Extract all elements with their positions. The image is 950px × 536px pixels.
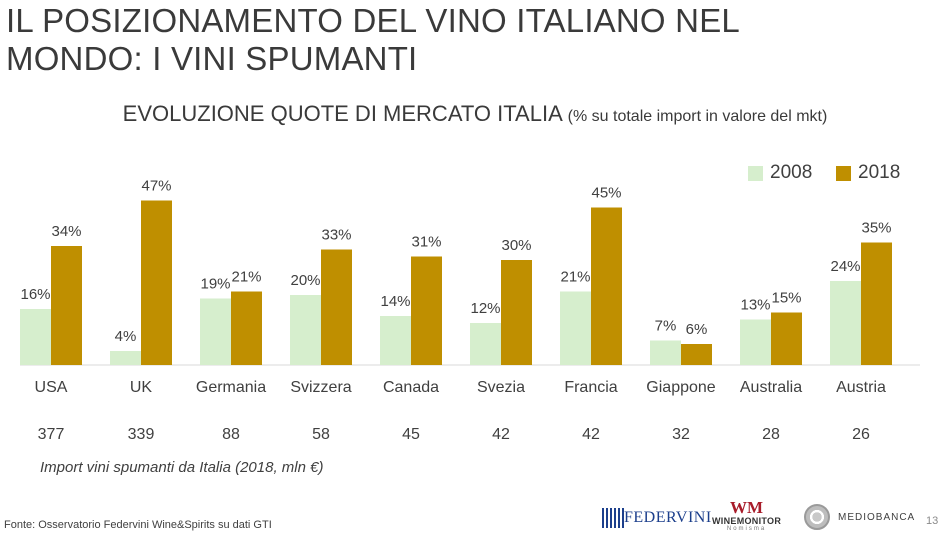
bar-2018-giappone xyxy=(681,344,712,365)
bar-2008-francia xyxy=(560,291,591,365)
data-label-2018-germania: 21% xyxy=(231,269,261,286)
bar-2018-francia xyxy=(591,207,622,365)
import-value-uk: 339 xyxy=(128,426,155,443)
data-label-2008-giappone: 7% xyxy=(655,318,677,335)
bar-2008-canada xyxy=(380,316,411,365)
bar-2008-svezia xyxy=(470,323,501,365)
legend-item-2008: 2008 xyxy=(748,162,812,184)
category-label-usa: USA xyxy=(35,379,68,396)
mediobanca-logo-text: MEDIOBANCA xyxy=(838,511,916,523)
legend-label-2018: 2018 xyxy=(858,162,901,183)
bar-2008-giappone xyxy=(650,340,681,365)
category-label-canada: Canada xyxy=(383,379,439,396)
data-label-2018-australia: 15% xyxy=(771,290,801,307)
legend-swatch-2018 xyxy=(836,165,851,181)
data-label-2018-francia: 45% xyxy=(591,185,621,202)
import-value-germania: 88 xyxy=(222,426,240,443)
import-value-francia: 42 xyxy=(582,426,600,443)
data-label-2008-canada: 14% xyxy=(380,293,410,310)
import-value-giappone: 32 xyxy=(672,426,690,443)
category-label-giappone: Giappone xyxy=(646,379,715,396)
import-value-svizzera: 58 xyxy=(312,426,330,443)
bar-2008-usa xyxy=(20,309,51,365)
import-value-usa: 377 xyxy=(38,426,65,443)
slide-title-line-1: IL POSIZIONAMENTO DEL VINO ITALIANO NEL xyxy=(6,2,740,39)
bar-2018-australia xyxy=(771,312,802,365)
bar-2008-germania xyxy=(200,298,231,365)
federvini-logo: FEDERVINI xyxy=(602,508,712,528)
data-label-2018-canada: 31% xyxy=(411,234,441,251)
winemonitor-mark-icon: WM xyxy=(730,498,764,517)
data-label-2018-svezia: 30% xyxy=(501,237,531,254)
data-label-2008-austria: 24% xyxy=(830,258,860,275)
source-note: Fonte: Osservatorio Federvini Wine&Spiri… xyxy=(4,519,272,531)
bar-2018-usa xyxy=(51,246,82,365)
legend-label-2008: 2008 xyxy=(770,162,813,183)
data-label-2018-austria: 35% xyxy=(861,220,891,237)
import-values-caption: Import vini spumanti da Italia (2018, ml… xyxy=(40,459,324,476)
winemonitor-logo: WM WINEMONITOR Nomisma xyxy=(712,498,782,532)
category-label-svizzera: Svizzera xyxy=(290,379,351,396)
legend-item-2018: 2018 xyxy=(836,162,900,184)
data-label-2008-usa: 16% xyxy=(20,286,50,303)
category-label-australia: Australia xyxy=(740,379,802,396)
data-label-2008-svizzera: 20% xyxy=(290,272,320,289)
category-label-austria: Austria xyxy=(836,379,886,396)
data-label-2008-australia: 13% xyxy=(740,297,770,314)
bar-2018-canada xyxy=(411,256,442,365)
import-value-austria: 26 xyxy=(852,426,870,443)
data-label-2008-svezia: 12% xyxy=(470,300,500,317)
bar-2018-svizzera xyxy=(321,249,352,365)
data-label-2008-uk: 4% xyxy=(115,328,137,345)
data-label-2008-francia: 21% xyxy=(560,269,590,286)
data-label-2018-giappone: 6% xyxy=(686,321,708,338)
category-label-francia: Francia xyxy=(564,379,617,396)
bar-2018-austria xyxy=(861,242,892,365)
chart-subtitle: EVOLUZIONE QUOTE DI MERCATO ITALIA (% su… xyxy=(0,101,950,127)
page-number: 13 xyxy=(926,515,939,527)
data-label-2018-usa: 34% xyxy=(51,223,81,240)
data-label-2008-germania: 19% xyxy=(200,276,230,293)
bar-2008-austria xyxy=(830,281,861,365)
winemonitor-logo-subtext: Nomisma xyxy=(726,526,767,532)
federvini-logo-text: FEDERVINI xyxy=(624,509,712,526)
category-label-svezia: Svezia xyxy=(477,379,525,396)
bar-2008-uk xyxy=(110,351,141,365)
import-value-svezia: 42 xyxy=(492,426,510,443)
data-label-2018-uk: 47% xyxy=(141,178,171,195)
chart-subtitle-main: EVOLUZIONE QUOTE DI MERCATO ITALIA xyxy=(122,101,562,126)
mediobanca-logo: MEDIOBANCA xyxy=(804,504,915,530)
data-label-2018-svizzera: 33% xyxy=(321,227,351,244)
federvini-emblem-icon xyxy=(602,508,624,528)
slide-title: IL POSIZIONAMENTO DEL VINO ITALIANO NEL … xyxy=(6,2,906,78)
chart-subtitle-note: (% su totale import in valore del mkt) xyxy=(567,108,828,125)
legend-swatch-2008 xyxy=(748,165,763,181)
bar-2018-uk xyxy=(141,200,172,365)
bar-2008-svizzera xyxy=(290,295,321,365)
import-value-australia: 28 xyxy=(762,426,780,443)
category-label-uk: UK xyxy=(130,379,153,396)
bar-2018-germania xyxy=(231,291,262,365)
category-label-germania: Germania xyxy=(196,379,266,396)
mediobanca-seal-icon xyxy=(804,504,830,530)
slide-title-line-2: MONDO: I VINI SPUMANTI xyxy=(6,40,418,77)
bar-2018-svezia xyxy=(501,260,532,365)
bar-2008-australia xyxy=(740,319,771,365)
winemonitor-logo-text: WINEMONITOR xyxy=(712,516,782,526)
import-value-canada: 45 xyxy=(402,426,420,443)
